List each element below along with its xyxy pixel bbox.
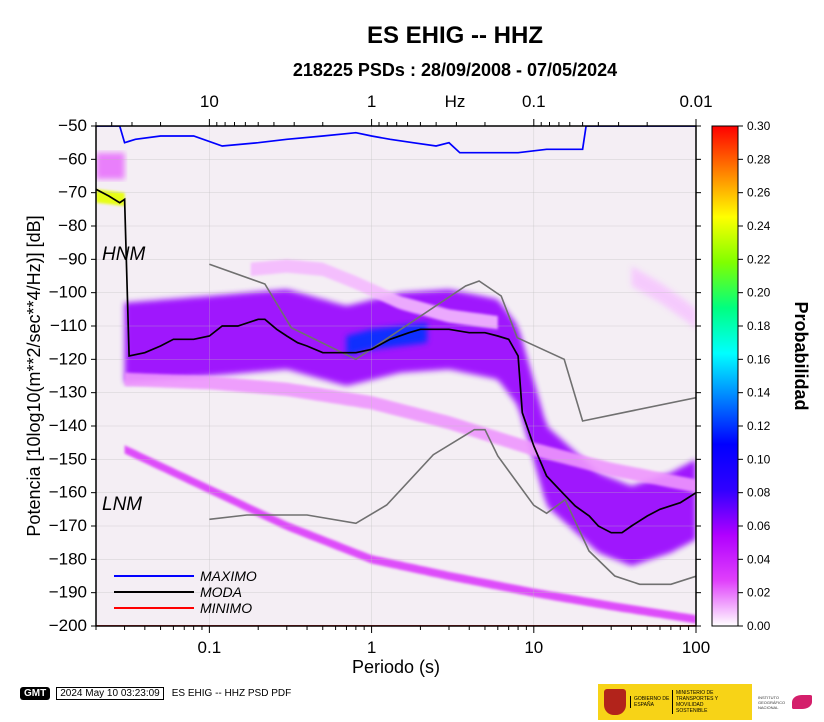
colorbar [711, 125, 739, 627]
legend-moda-label: MODA [200, 584, 242, 600]
y-tick-label: −80 [58, 216, 87, 235]
top-x-tick-label: 10 [200, 92, 219, 111]
plot-frame [95, 125, 697, 627]
colorbar-tick-label: 0.10 [747, 452, 771, 466]
hnm-curve [209, 263, 696, 422]
y-tick-label: −100 [49, 283, 87, 302]
y-tick-label: −130 [49, 383, 87, 402]
spain-crest-icon [604, 689, 626, 715]
density-band [124, 289, 696, 566]
footer-timestamp: 2024 May 10 03:23:09 [56, 686, 164, 700]
legend-max-label: MAXIMO [200, 568, 257, 584]
ign-logo-text: INSTITUTO GEOGRÁFICO NACIONAL [758, 694, 786, 710]
colorbar-tick-label: 0.08 [747, 486, 771, 500]
colorbar-tick-label: 0.28 [747, 152, 771, 166]
colorbar-tick-label: 0.04 [747, 552, 771, 566]
top-axis-unit-label: Hz [445, 92, 466, 111]
maximo-curve [96, 126, 696, 154]
hnm-label: HNM [102, 244, 145, 265]
density-band [124, 372, 696, 493]
colorbar-tick-label: 0.00 [747, 619, 771, 633]
y-tick-label: −180 [49, 549, 87, 568]
y-tick-label: −60 [58, 149, 87, 168]
y-tick-label: −190 [49, 583, 87, 602]
institution-logos: GOBIERNO DE ESPAÑA MINISTERIO DE TRANSPO… [598, 684, 822, 720]
density-band [96, 152, 125, 180]
y-tick-label: −120 [49, 349, 87, 368]
x-tick-label: 0.1 [198, 638, 222, 657]
x-tick-label: 100 [682, 638, 710, 657]
y-tick-label: −90 [58, 249, 87, 268]
density-band [250, 259, 498, 330]
top-x-tick-label: 0.1 [522, 92, 546, 111]
y-tick-label: −70 [58, 183, 87, 202]
lnm-label: LNM [102, 494, 142, 515]
y-tick-label: −50 [58, 116, 87, 135]
legend-min-label: MINIMO [200, 600, 252, 616]
legend: MAXIMO MODA MINIMO [114, 568, 257, 616]
colorbar-tick-label: 0.24 [747, 219, 771, 233]
y-tick-label: −110 [50, 316, 87, 335]
lnm-curve [209, 428, 696, 586]
ign-logo: INSTITUTO GEOGRÁFICO NACIONAL [752, 684, 822, 720]
plot-lines [96, 126, 696, 626]
chart-title: ES EHIG -- HHZ [367, 22, 543, 49]
y-tick-label: −140 [49, 416, 87, 435]
top-x-tick-label: 1 [367, 92, 376, 111]
moda-curve [96, 188, 696, 534]
x-tick-label: 10 [524, 638, 543, 657]
y-axis-label: Potencia [10log10(m**2/sec**4/Hz)] [dB] [24, 215, 44, 536]
ministry-logo: GOBIERNO DE ESPAÑA MINISTERIO DE TRANSPO… [598, 684, 752, 720]
colorbar-tick-label: 0.20 [747, 286, 771, 300]
y-tick-label: −170 [49, 516, 87, 535]
axis-ticks: −50 −60 −70 −80 −90 −100 −110 −120 −130 −140 −150 −… [49, 92, 713, 657]
ministry-logo-left-text: GOBIERNO DE ESPAÑA [630, 696, 672, 708]
x-axis-label: Periodo (s) [352, 657, 440, 677]
colorbar-tick-label: 0.02 [747, 586, 771, 600]
footer-caption: ES EHIG -- HHZ PSD PDF [171, 687, 292, 699]
top-x-tick-label: 0.01 [679, 92, 712, 111]
y-tick-label: −200 [49, 616, 87, 635]
colorbar-label: Probabilidad [791, 301, 811, 410]
colorbar-tick-label: 0.22 [747, 252, 771, 266]
y-tick-label: −150 [49, 449, 87, 468]
colorbar-tick-label: 0.06 [747, 519, 771, 533]
colorbar-tick-label: 0.14 [747, 386, 771, 400]
chart-subtitle: 218225 PSDs : 28/09/2008 - 07/05/2024 [293, 60, 617, 80]
colorbar-tick-label: 0.30 [747, 119, 771, 133]
colorbar-tick-label: 0.16 [747, 352, 771, 366]
density-band [631, 266, 696, 330]
ministry-logo-right-text: MINISTERIO DE TRANSPORTES Y MOVILIDAD SO… [672, 690, 736, 714]
colorbar-ticks: 0.00 0.02 0.04 0.06 0.08 0.10 0.12 0.14 0.16 0.18… [738, 119, 771, 633]
ign-mark-icon [792, 695, 812, 709]
y-tick-label: −160 [49, 483, 87, 502]
gmt-logo: GMT [20, 686, 51, 700]
footer: GMT 2024 May 10 03:23:09 ES EHIG -- HHZ … [20, 686, 291, 700]
colorbar-tick-label: 0.26 [747, 186, 771, 200]
colorbar-tick-label: 0.18 [747, 319, 771, 333]
colorbar-tick-label: 0.12 [747, 419, 771, 433]
x-tick-label: 1 [367, 638, 376, 657]
